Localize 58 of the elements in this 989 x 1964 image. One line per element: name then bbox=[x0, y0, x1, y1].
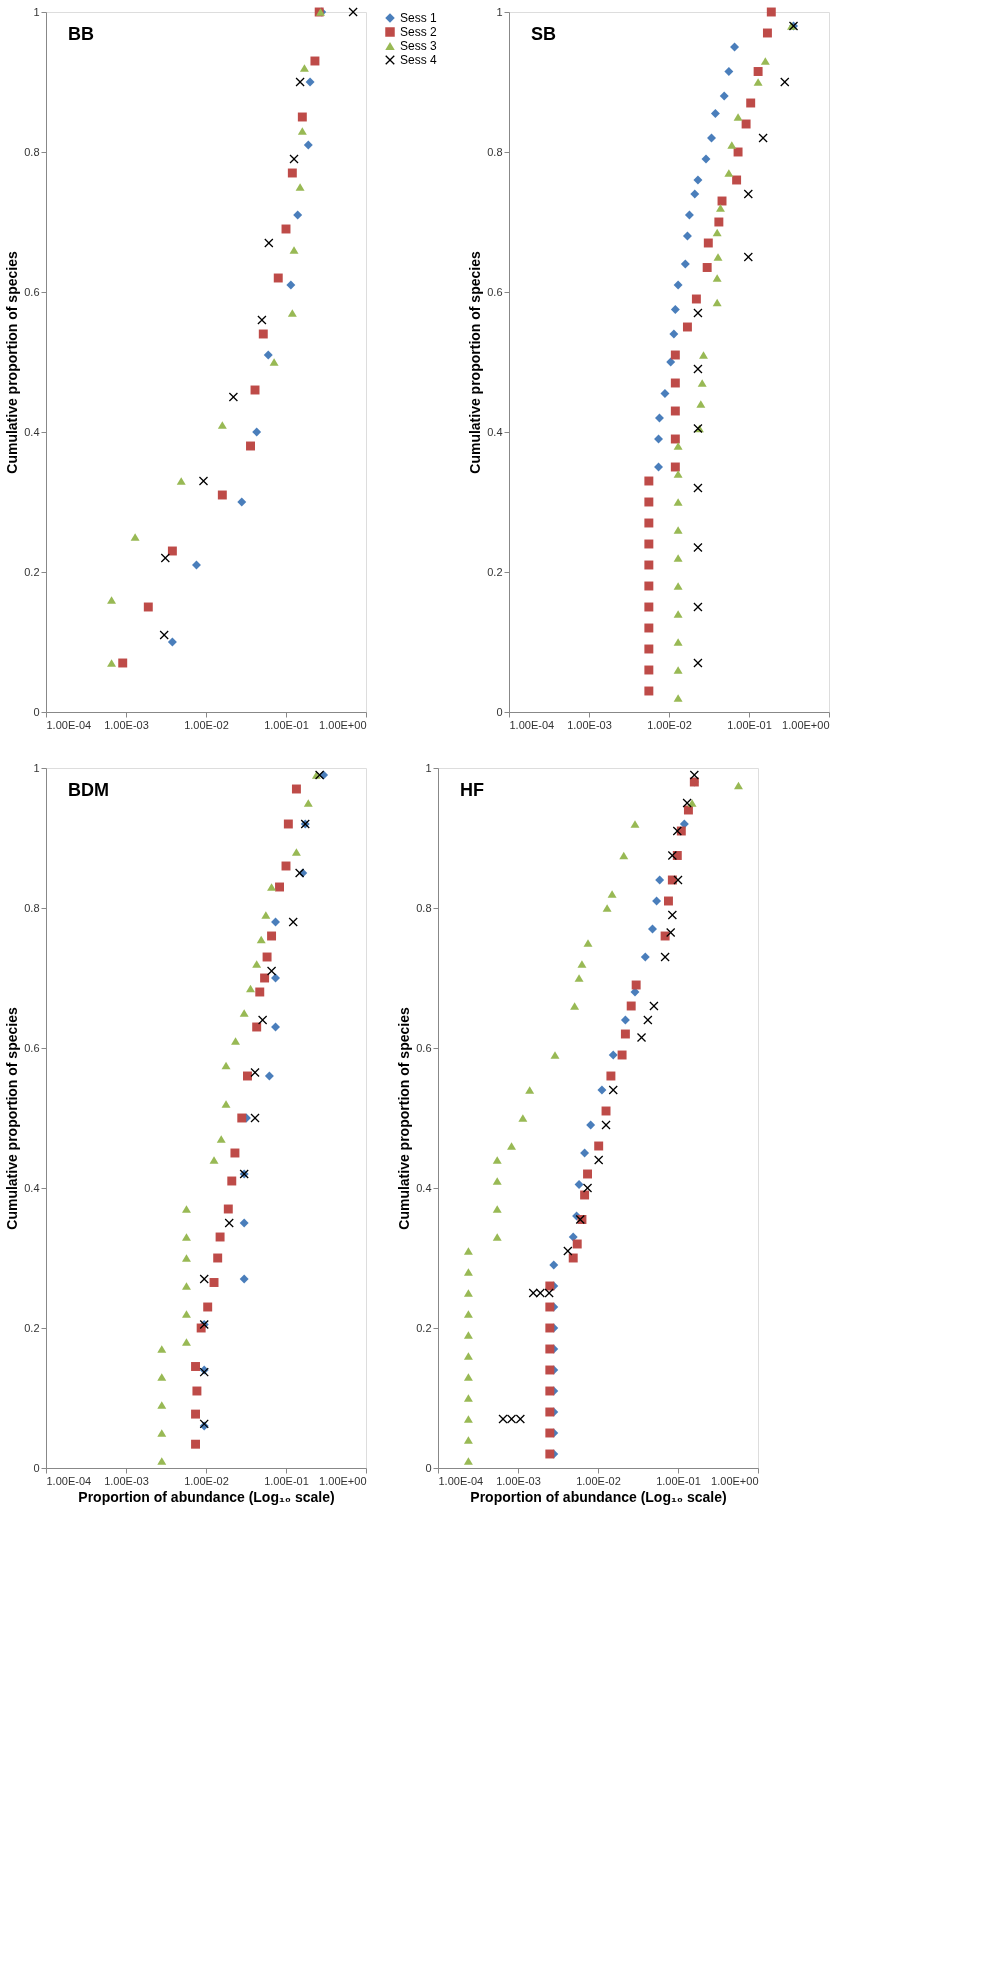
y-axis-title: Cumulative proportion of species bbox=[4, 251, 21, 474]
x-tick-label: 1.00E-03 bbox=[567, 718, 612, 731]
x-tick-label: 1.00E-01 bbox=[264, 1474, 309, 1487]
y-tick-label: 1 bbox=[496, 5, 503, 18]
text: BDM bbox=[68, 780, 109, 800]
x-tick-label: 1.00E-04 bbox=[46, 718, 92, 731]
y-tick-label: 0.6 bbox=[24, 1041, 40, 1054]
x-tick-label: 1.00E-03 bbox=[496, 1474, 541, 1487]
y-tick-label: 1 bbox=[425, 761, 432, 774]
y-tick-label: 1 bbox=[33, 5, 40, 18]
x-tick-label: 1.00E-04 bbox=[46, 1474, 92, 1487]
x-tick-label: 1.00E-01 bbox=[727, 718, 772, 731]
x-axis-title: Proportion of abundance (Log₁₀ scale) bbox=[470, 1488, 727, 1505]
y-tick-label: 0.4 bbox=[416, 1181, 432, 1194]
y-tick-label: 0.8 bbox=[24, 901, 40, 914]
legend-label: Sess 2 bbox=[400, 25, 438, 39]
y-tick-label: 0.2 bbox=[487, 565, 503, 578]
y-tick-label: 0.6 bbox=[416, 1041, 432, 1054]
y-axis-title: Cumulative proportion of species bbox=[467, 251, 484, 474]
x-tick-label: 1.00E-02 bbox=[184, 718, 229, 731]
x-tick-label: 1.00E-02 bbox=[647, 718, 692, 731]
legend-label: Sess 4 bbox=[400, 53, 438, 67]
y-tick-label: 0.6 bbox=[24, 285, 40, 298]
x-tick-label: 1.00E+00 bbox=[319, 718, 367, 731]
x-tick-label: 1.00E-03 bbox=[104, 718, 149, 731]
legend-label: Sess 3 bbox=[400, 39, 438, 53]
y-axis-title: Cumulative proportion of species bbox=[396, 1007, 413, 1230]
x-tick-label: 1.00E+00 bbox=[711, 1474, 759, 1487]
y-tick-label: 0 bbox=[425, 1461, 432, 1474]
y-tick-label: 0.8 bbox=[487, 145, 503, 158]
x-tick-label: 1.00E-04 bbox=[509, 718, 555, 731]
text: BB bbox=[68, 24, 94, 44]
y-tick-label: 0.8 bbox=[24, 145, 40, 158]
x-tick-label: 1.00E-01 bbox=[264, 718, 309, 731]
y-tick-label: 0.8 bbox=[416, 901, 432, 914]
x-tick-label: 1.00E-03 bbox=[104, 1474, 149, 1487]
text: SB bbox=[531, 24, 557, 44]
x-tick-label: 1.00E-01 bbox=[656, 1474, 701, 1487]
x-tick-label: 1.00E-04 bbox=[438, 1474, 484, 1487]
y-tick-label: 0 bbox=[33, 705, 40, 718]
y-axis-title: Cumulative proportion of species bbox=[4, 1007, 21, 1230]
y-tick-label: 1 bbox=[33, 761, 40, 774]
x-tick-label: 1.00E-02 bbox=[576, 1474, 621, 1487]
x-tick-label: 1.00E+00 bbox=[319, 1474, 367, 1487]
y-tick-label: 0.2 bbox=[24, 565, 40, 578]
y-tick-label: 0.4 bbox=[24, 1181, 40, 1194]
y-tick-label: 0.4 bbox=[487, 425, 503, 438]
text: HF bbox=[460, 780, 484, 800]
y-tick-label: 0.4 bbox=[24, 425, 40, 438]
y-tick-label: 0.2 bbox=[416, 1321, 432, 1334]
legend-label: Sess 1 bbox=[400, 11, 438, 25]
y-tick-label: 0 bbox=[496, 705, 503, 718]
y-tick-label: 0 bbox=[33, 1461, 40, 1474]
y-tick-label: 0.6 bbox=[487, 285, 503, 298]
x-tick-label: 1.00E-02 bbox=[184, 1474, 229, 1487]
y-tick-label: 0.2 bbox=[24, 1321, 40, 1334]
x-tick-label: 1.00E+00 bbox=[782, 718, 830, 731]
x-axis-title: Proportion of abundance (Log₁₀ scale) bbox=[78, 1488, 335, 1505]
